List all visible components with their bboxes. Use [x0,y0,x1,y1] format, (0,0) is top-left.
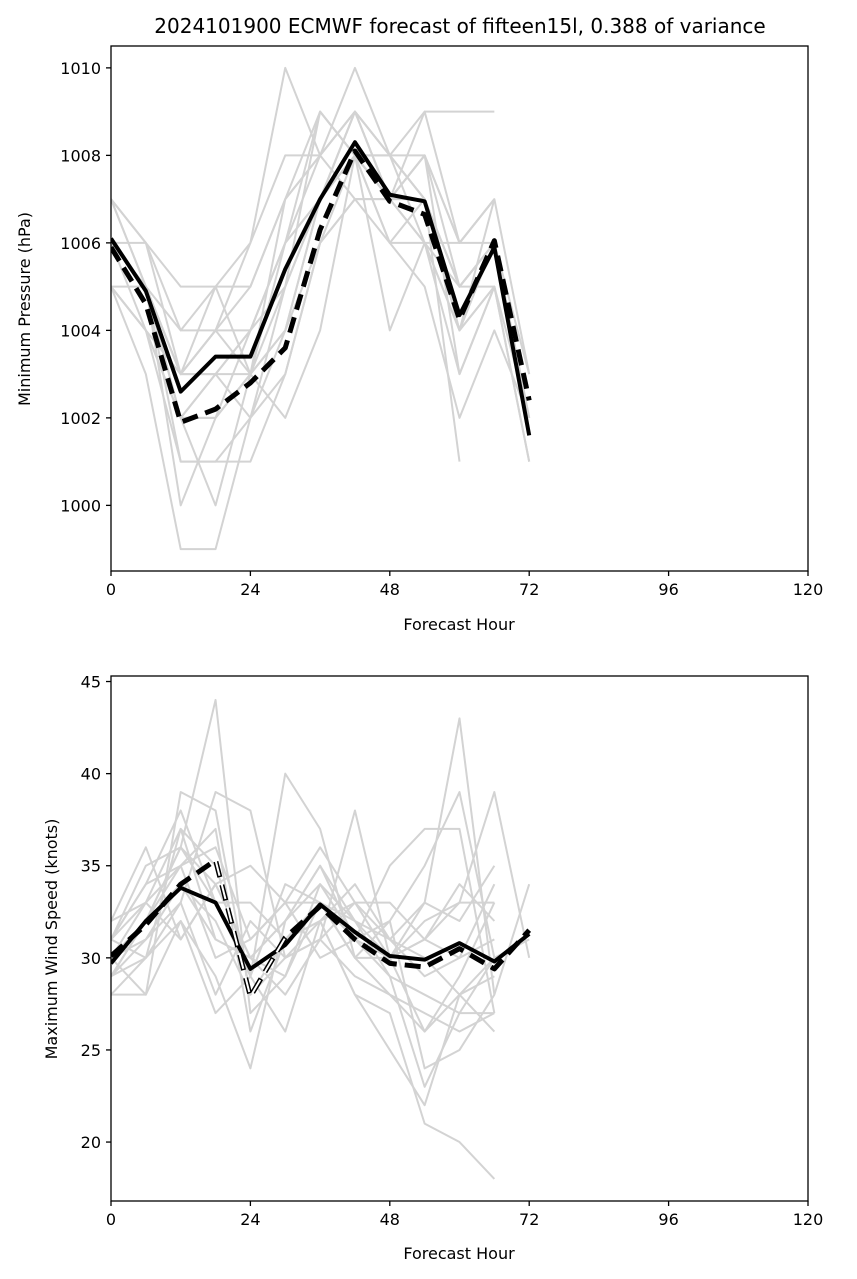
wind-axes-frame [110,675,809,1202]
pressure-x-tick-label-1: 24 [240,580,260,599]
pressure-x-tick-label-4: 96 [658,580,678,599]
pressure-data-area [111,66,532,551]
wind-ensemble-line-13 [111,901,495,1033]
pressure-x-tick-label-3: 72 [519,580,539,599]
wind-x-tick-label-4: 96 [658,1210,678,1229]
pressure-y-tick-label-0: 1000 [60,496,101,515]
wind-y-tick-label-2: 30 [81,949,101,968]
pressure-axes-frame [110,45,809,572]
wind-y-tick-label-0: 20 [81,1133,101,1152]
bottom-y-axis-label: Maximum Wind Speed (knots) [42,819,61,1060]
wind-y-tick-label-1: 25 [81,1041,101,1060]
wind-plot: 0 24 48 72 96 120 20 25 30 35 40 45 [81,673,824,1229]
wind-y-tick-label-5: 45 [81,673,101,692]
top-x-axis-label: Forecast Hour [403,615,515,634]
pressure-plot: 0 24 48 72 96 120 1000 1002 1004 1006 1008 1010 [60,45,824,599]
pressure-y-tick-label-4: 1008 [60,146,101,165]
wind-y-tick-label-4: 40 [81,765,101,784]
pressure-y-tick-label-2: 1004 [60,321,101,340]
pressure-x-tick-label-5: 120 [793,580,824,599]
wind-x-tick-label-2: 48 [380,1210,400,1229]
wind-x-tick-label-3: 72 [519,1210,539,1229]
pressure-y-tick-label-3: 1006 [60,234,101,253]
chart-title: 2024101900 ECMWF forecast of fifteen15l,… [154,14,765,38]
wind-ensemble-line-16 [111,846,530,1015]
top-y-axis-label: Minimum Pressure (hPa) [15,212,34,406]
wind-x-tick-label-0: 0 [106,1210,116,1229]
wind-y-tick-label-3: 35 [81,857,101,876]
bottom-x-axis-label: Forecast Hour [403,1244,515,1263]
wind-dashed-line [111,857,532,1000]
wind-ensemble-line-2 [111,791,496,1180]
pressure-dashed-line [111,148,532,425]
pressure-y-tick-label-5: 1010 [60,59,101,78]
pressure-x-tick-label-0: 0 [106,580,116,599]
wind-x-tick-label-1: 24 [240,1210,260,1229]
wind-ensemble-line-11 [111,846,496,959]
wind-ensemble-line-17 [111,864,495,959]
pressure-y-tick-label-1: 1002 [60,409,101,428]
wind-x-tick-label-5: 120 [793,1210,824,1229]
wind-data-area [111,698,532,1180]
pressure-x-tick-label-2: 48 [380,580,400,599]
pressure-ensemble-line-17 [111,110,495,376]
